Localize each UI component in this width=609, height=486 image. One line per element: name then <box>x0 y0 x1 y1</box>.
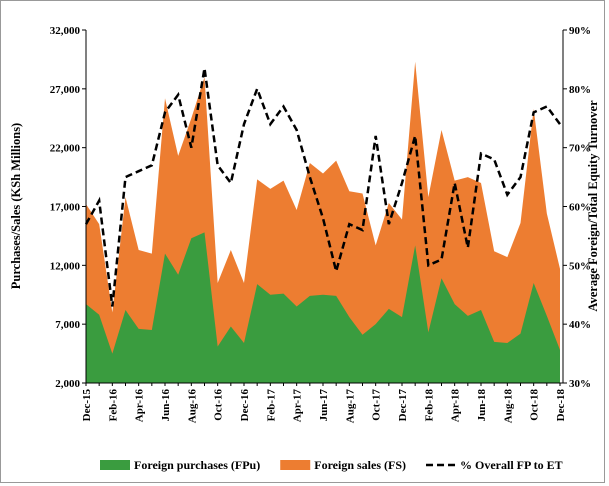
y2-tick-label: 70% <box>569 143 591 155</box>
x-tick-label: Dec-16 <box>239 389 251 422</box>
legend: Foreign purchases (FPu) Foreign sales (FS… <box>100 458 563 472</box>
area <box>86 232 560 383</box>
x-tick-label: Dec-17 <box>397 389 409 422</box>
x-tick-label: Apr-16 <box>134 389 146 423</box>
x-tick-label: Feb-18 <box>423 389 435 422</box>
y2-axis-title: Average Foreign/Total Equity Turnover <box>586 100 600 312</box>
y-tick-label: 27,000 <box>50 84 81 96</box>
legend-label: Foreign purchases (FPu) <box>134 458 260 472</box>
line <box>84 68 562 307</box>
legend-label: Foreign sales (FS) <box>314 458 406 472</box>
x-tick-label: Jun-18 <box>476 389 488 422</box>
y2-tick-label: 60% <box>569 202 591 214</box>
legend-swatch <box>280 460 311 470</box>
x-tick-label: Aug-16 <box>186 389 198 424</box>
x-tick-label: Aug-17 <box>344 389 356 424</box>
x-tick-label: Feb-16 <box>107 389 119 422</box>
x-tick-label: Feb-17 <box>265 389 277 422</box>
x-tick-label: Dec-18 <box>555 389 567 422</box>
y2-tick-label: 50% <box>569 260 591 272</box>
x-tick-label: Jun-17 <box>318 389 330 422</box>
y-tick-label: 12,000 <box>50 260 81 272</box>
x-tick-label: Oct-18 <box>529 389 541 421</box>
x-tick-label: Oct-17 <box>371 389 383 421</box>
x-tick-label: Apr-18 <box>450 389 462 423</box>
x-tick-label: Jun-16 <box>160 389 172 422</box>
y-axis-title: Purchases/Sales (KSh Millions) <box>9 123 23 289</box>
x-tick-label: Aug-18 <box>502 389 514 424</box>
legend-swatch <box>100 460 130 470</box>
y2-tick-label: 80% <box>569 84 591 96</box>
x-tick-label: Apr-17 <box>292 389 304 423</box>
y-tick-label: 2,000 <box>55 378 80 390</box>
y-tick-label: 7,000 <box>55 319 80 331</box>
y2-tick-label: 90% <box>569 25 591 37</box>
y-tick-label: 22,000 <box>50 143 81 155</box>
y-tick-label: 32,000 <box>50 25 81 37</box>
y-tick-label: 17,000 <box>50 202 81 214</box>
y2-tick-label: 40% <box>569 319 591 331</box>
x-tick-label: Oct-16 <box>213 389 225 421</box>
legend-label: % Overall FP to ET <box>460 458 563 472</box>
x-tick-label: Dec-15 <box>81 389 93 422</box>
y2-tick-label: 30% <box>569 378 591 390</box>
